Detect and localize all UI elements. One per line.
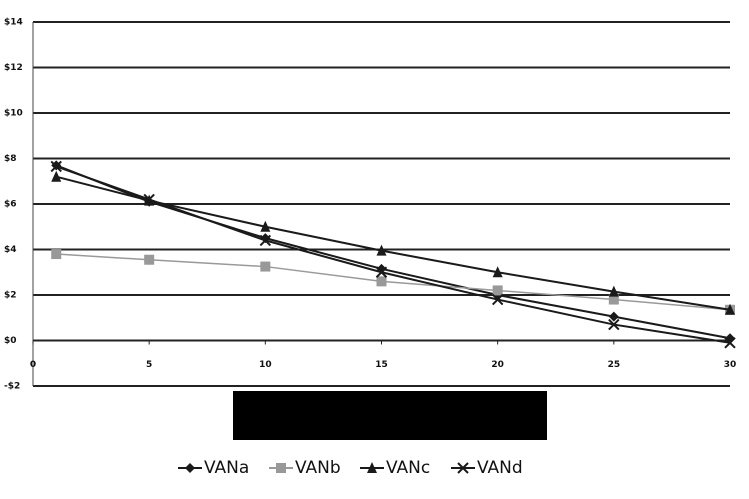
marker xyxy=(492,285,503,296)
series-line xyxy=(55,175,731,311)
x-tick-label: 25 xyxy=(608,360,621,370)
legend-marker xyxy=(457,462,469,474)
y-tick-label: $0 xyxy=(4,336,17,346)
marker xyxy=(259,234,272,247)
y-tick-label: $14 xyxy=(4,18,23,28)
marker xyxy=(50,160,62,173)
series-line xyxy=(55,164,731,340)
marker xyxy=(491,293,504,306)
legend-label: VANd xyxy=(477,458,523,478)
marker xyxy=(376,276,387,287)
x-tick-label: 30 xyxy=(724,360,737,370)
legend-label: VANc xyxy=(386,458,430,478)
x-tick-label: 10 xyxy=(259,360,272,370)
marker xyxy=(376,244,387,256)
marker xyxy=(492,266,503,278)
legend-label: VANa xyxy=(204,458,249,478)
x-tick-label: 5 xyxy=(146,360,152,370)
y-tick-label: $10 xyxy=(4,109,23,119)
marker xyxy=(608,311,619,322)
y-tick-label: $8 xyxy=(4,154,17,164)
y-tick-label: $4 xyxy=(4,245,17,255)
marker xyxy=(724,337,736,349)
x-tick-label: 15 xyxy=(375,360,388,370)
redaction-box xyxy=(233,391,547,440)
marker xyxy=(608,294,619,305)
series-line xyxy=(55,165,731,344)
legend-label: VANb xyxy=(295,458,341,478)
y-tick-label: $12 xyxy=(4,63,23,73)
marker xyxy=(608,318,620,331)
y-tick-label: -$2 xyxy=(4,382,20,392)
y-tick-label: $2 xyxy=(4,291,17,301)
legend-marker xyxy=(367,462,377,473)
marker xyxy=(51,170,62,182)
marker xyxy=(375,266,388,278)
marker xyxy=(608,285,619,297)
x-tick-label: 20 xyxy=(491,360,504,370)
legend-marker xyxy=(185,463,195,473)
marker xyxy=(144,254,155,265)
marker xyxy=(51,249,62,260)
x-tick-label: 0 xyxy=(30,360,36,370)
legend-marker xyxy=(276,463,286,473)
marker xyxy=(725,303,735,315)
marker xyxy=(143,193,155,206)
series-line xyxy=(56,253,731,311)
marker xyxy=(260,261,271,272)
y-tick-label: $6 xyxy=(4,200,17,210)
marker xyxy=(260,220,271,232)
